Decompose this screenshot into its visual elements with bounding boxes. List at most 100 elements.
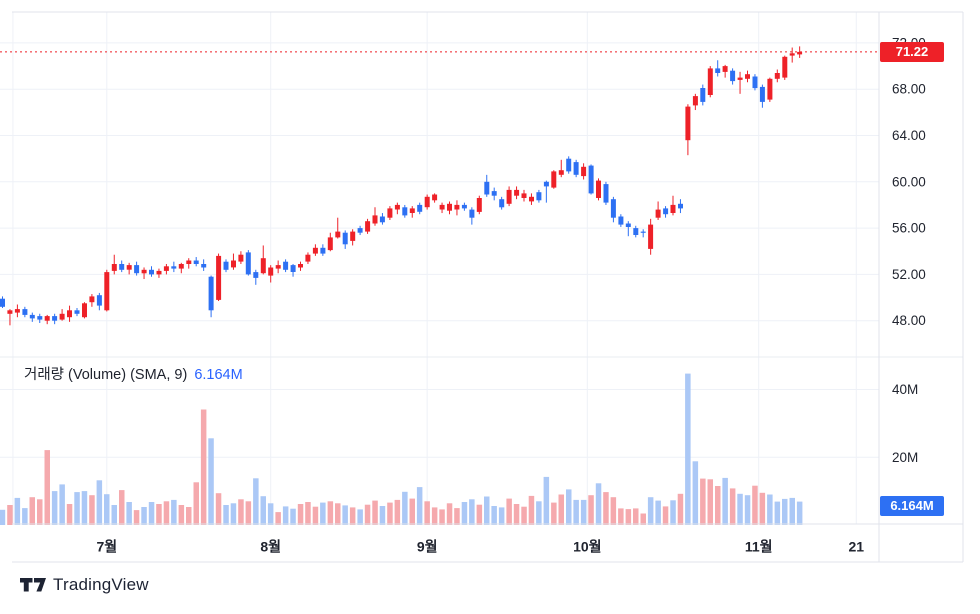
volume-bar — [223, 505, 229, 525]
price-axis-label: 56.00 — [892, 221, 926, 236]
candle — [752, 76, 758, 89]
footer-branding[interactable]: TradingView — [20, 575, 149, 595]
candle — [469, 209, 475, 218]
volume-bar — [625, 509, 632, 525]
candle — [581, 166, 587, 177]
candle — [648, 224, 654, 249]
volume-bar — [677, 493, 684, 525]
candle — [201, 264, 207, 268]
candle — [320, 247, 326, 254]
volume-bar — [327, 501, 334, 525]
volume-bar — [759, 492, 766, 525]
candle — [476, 198, 482, 212]
volume-bar — [580, 499, 587, 525]
candle — [126, 265, 132, 270]
volume-bar — [44, 450, 50, 525]
candle — [171, 266, 177, 269]
time-axis-label: 8월 — [260, 539, 281, 555]
candle — [797, 51, 803, 55]
volume-bar — [0, 509, 6, 525]
candle — [461, 204, 467, 209]
candle — [89, 296, 95, 303]
volume-bar — [394, 499, 401, 525]
candle — [134, 265, 140, 274]
candle — [558, 170, 564, 175]
volume-bar — [789, 497, 795, 525]
volume-sma-value: 6.164M — [194, 367, 243, 383]
candle — [543, 181, 549, 187]
volume-bar — [297, 504, 304, 525]
volume-bar — [782, 498, 788, 525]
candle — [67, 310, 72, 318]
candle — [156, 270, 162, 275]
volume-bar — [655, 500, 661, 525]
candle — [737, 77, 743, 80]
volume-bar — [200, 409, 207, 525]
volume-bar — [379, 506, 386, 525]
tradingview-logo-icon — [20, 578, 46, 592]
candle — [208, 276, 214, 311]
volume-bar — [193, 482, 199, 525]
volume-bar — [566, 489, 572, 525]
candle — [692, 96, 698, 106]
volume-bar — [141, 507, 147, 525]
volume-bar — [387, 502, 393, 525]
candle — [193, 260, 199, 264]
volume-bar — [357, 509, 363, 525]
candle — [774, 73, 780, 79]
candle — [730, 70, 736, 82]
candle — [290, 265, 296, 272]
candle — [678, 203, 683, 209]
brand-name: TradingView — [53, 575, 149, 594]
candle — [119, 264, 125, 270]
time-axis-label: 7월 — [96, 539, 117, 555]
candle — [603, 184, 609, 203]
volume-bar — [14, 497, 21, 525]
volume-bar — [506, 498, 512, 525]
volume-bar — [767, 494, 773, 525]
volume-bar — [774, 501, 781, 525]
candle — [640, 231, 646, 233]
candle — [759, 86, 765, 102]
candle — [163, 266, 169, 271]
volume-bar — [431, 507, 438, 525]
volume-bar — [22, 508, 28, 525]
candle — [424, 196, 430, 208]
candle — [357, 228, 363, 233]
volume-bar — [238, 499, 244, 525]
candle — [335, 231, 341, 238]
candle — [610, 199, 616, 218]
candle — [394, 204, 400, 210]
candle — [298, 264, 303, 268]
volume-bar — [156, 504, 162, 525]
volume-bar — [148, 502, 155, 525]
candle — [0, 298, 5, 307]
candle — [245, 252, 251, 275]
volume-bar — [551, 502, 557, 525]
candle — [700, 88, 706, 102]
volume-legend[interactable]: 거래량 (Volume) (SMA, 9) 6.164M — [24, 363, 243, 384]
volume-bar — [29, 497, 35, 525]
candle — [350, 231, 356, 241]
candle — [178, 264, 184, 269]
volume-bar — [737, 493, 743, 525]
volume-bar — [245, 501, 252, 525]
candle — [499, 199, 505, 208]
volume-bar — [320, 502, 326, 525]
volume-bar — [595, 483, 602, 525]
candle — [625, 223, 631, 227]
volume-bar — [402, 491, 408, 525]
volume-bar — [722, 477, 728, 525]
volume-bar — [618, 508, 624, 525]
volume-bars-layer — [0, 373, 803, 525]
volume-bar — [59, 484, 65, 525]
time-axis-label: 21 — [848, 539, 864, 555]
volume-bar — [521, 506, 527, 525]
candle — [722, 66, 728, 72]
volume-bar — [186, 507, 192, 525]
volume-bar — [484, 496, 490, 525]
axis-labels-layer[interactable]: 72.0068.0064.0060.0056.0052.0048.0040M20… — [96, 35, 925, 554]
volume-bar — [700, 478, 706, 525]
